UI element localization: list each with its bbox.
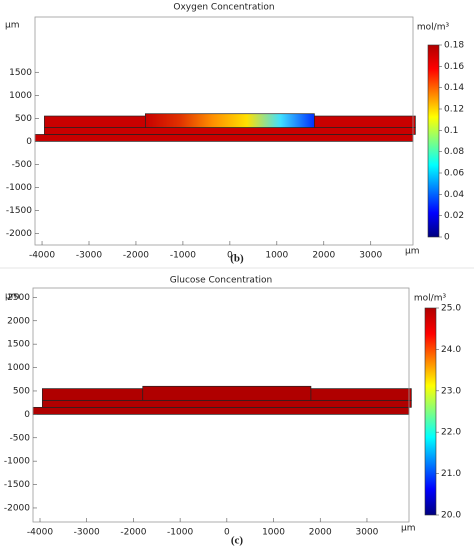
x-tick-label: 0 [224, 528, 230, 538]
x-tick-label: 0 [227, 251, 233, 261]
x-axis-unit: μm [405, 247, 420, 257]
y-tick-label: 2500 [7, 293, 30, 303]
region [314, 115, 416, 128]
colorbar-tick-label: 0.12 [444, 105, 464, 115]
chart-title: Glucose Concentration [170, 276, 272, 286]
x-tick-label: -4000 [29, 251, 55, 261]
colorbar [424, 307, 437, 516]
x-tick-label: -3000 [76, 251, 102, 261]
x-tick-label: -2000 [123, 251, 149, 261]
y-tick-label: 500 [15, 114, 32, 124]
y-tick-label: 1000 [9, 91, 32, 101]
colorbar-tick-label: 0.06 [444, 169, 464, 179]
y-tick-label: 0 [26, 137, 32, 147]
colorbar [427, 44, 440, 238]
colorbar-tick-label: 20.0 [441, 511, 461, 521]
y-tick-label: 1500 [9, 68, 32, 78]
y-tick-label: -1000 [6, 183, 32, 193]
colorbar-tick-label: 21.0 [441, 469, 461, 479]
colorbar-tick-label: 0.14 [444, 83, 464, 93]
y-tick-label: -500 [12, 160, 33, 170]
colorbar-unit: mol/m³ [414, 294, 447, 304]
x-axis-unit: μm [401, 524, 416, 534]
colorbar-tick-label: 0.18 [444, 41, 464, 51]
y-tick-label: -2000 [6, 229, 32, 239]
y-axis-unit: μm [5, 292, 20, 302]
y-tick-label: 2000 [7, 316, 30, 326]
panel-label: (c) [231, 535, 244, 547]
y-tick-label: -2000 [4, 503, 30, 513]
x-tick-label: 3000 [356, 528, 379, 538]
region [32, 406, 410, 415]
x-tick-label: -4000 [27, 528, 53, 538]
colorbar-tick-label: 0.1 [444, 126, 458, 136]
plot-frame [34, 16, 414, 246]
x-tick-label: -1000 [167, 528, 193, 538]
y-tick-label: 0 [24, 410, 30, 420]
y-tick-label: -1000 [4, 457, 30, 467]
x-tick-label: -3000 [74, 528, 100, 538]
colorbar-tick-label: 23.0 [441, 386, 461, 396]
y-tick-label: 500 [13, 386, 30, 396]
region [142, 385, 312, 401]
colorbar-tick-label: 22.0 [441, 428, 461, 438]
y-tick-label: 1500 [7, 340, 30, 350]
x-tick-label: 1000 [265, 251, 288, 261]
colorbar-tick-label: 24.0 [441, 345, 461, 355]
region [44, 115, 146, 128]
y-tick-label: -1500 [6, 206, 32, 216]
x-tick-label: 1000 [262, 528, 285, 538]
colorbar-tick-label: 0.16 [444, 62, 464, 72]
region [41, 399, 412, 408]
region [144, 113, 315, 128]
plot-frame [32, 287, 410, 523]
colorbar-tick-label: 25.0 [441, 304, 461, 314]
x-tick-label: 2000 [309, 528, 332, 538]
colorbar-tick-label: 0.02 [444, 211, 464, 221]
colorbar-tick-label: 0.08 [444, 147, 464, 157]
y-tick-label: -500 [10, 433, 31, 443]
x-tick-label: 2000 [312, 251, 335, 261]
x-tick-label: -1000 [170, 251, 196, 261]
region [41, 388, 144, 401]
x-tick-label: 3000 [359, 251, 382, 261]
y-tick-label: 1000 [7, 363, 30, 373]
panel-label: (b) [230, 253, 244, 265]
y-axis-unit: μm [5, 21, 20, 31]
chart-title: Oxygen Concentration [173, 3, 274, 13]
region [310, 388, 412, 401]
region [44, 127, 416, 135]
region [34, 134, 414, 142]
colorbar-tick-label: 0.04 [444, 190, 464, 200]
y-tick-label: -1500 [4, 480, 30, 490]
colorbar-unit: mol/m³ [417, 23, 450, 33]
x-tick-label: -2000 [120, 528, 146, 538]
colorbar-tick-label: 0 [444, 233, 450, 243]
